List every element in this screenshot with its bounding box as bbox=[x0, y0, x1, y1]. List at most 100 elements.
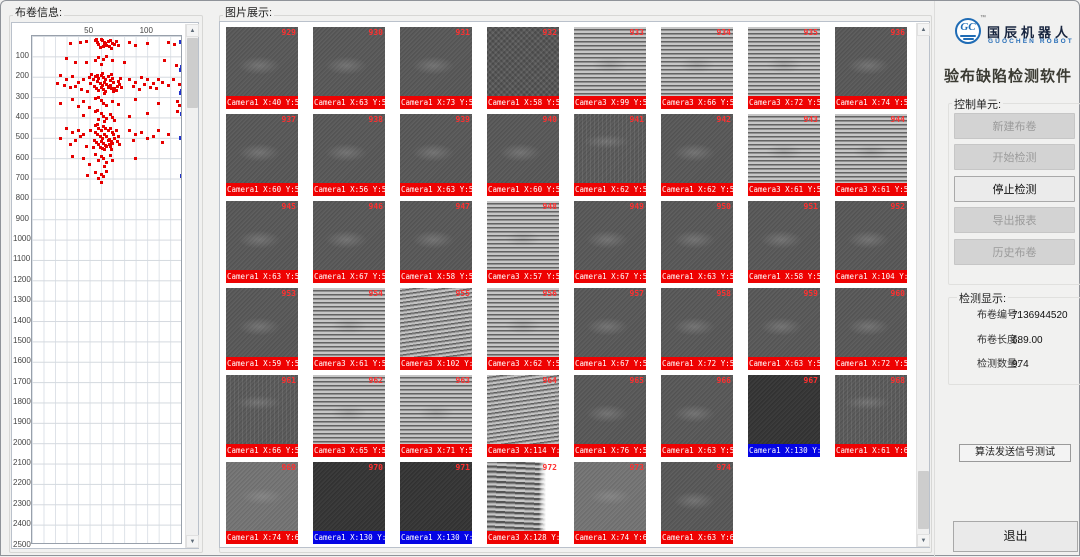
defect-item[interactable]: 973 Camera1 X:74 Y:684 bbox=[574, 462, 646, 544]
defect-item[interactable]: 939 Camera1 X:63 Y:541 bbox=[400, 114, 472, 196]
defect-item[interactable]: 931 Camera1 X:73 Y:536 bbox=[400, 27, 472, 109]
defect-point bbox=[92, 138, 96, 142]
defect-item[interactable]: 944 Camera3 X:61 Y:541 bbox=[835, 114, 907, 196]
chart-scrollbar-thumb[interactable] bbox=[187, 38, 198, 108]
defect-item[interactable]: 947 Camera1 X:58 Y:545 bbox=[400, 201, 472, 283]
gallery-scrollbar[interactable]: ▲ ▼ bbox=[916, 23, 930, 547]
defect-item[interactable]: 965 Camera1 X:76 Y:573 bbox=[574, 375, 646, 457]
roll-length-value: 689.00 bbox=[1012, 335, 1043, 346]
defect-item[interactable]: 932 Camera1 X:58 Y:536 bbox=[487, 27, 559, 109]
defect-item[interactable]: 969 Camera1 X:74 Y:650 bbox=[226, 462, 298, 544]
defect-item[interactable]: 945 Camera1 X:63 Y:545 bbox=[226, 201, 298, 283]
gallery-scrollbar-thumb[interactable] bbox=[918, 471, 929, 529]
defect-point bbox=[101, 141, 105, 145]
defect-sequence-number: 935 bbox=[803, 28, 818, 37]
defect-item[interactable]: 943 Camera3 X:61 Y:542 bbox=[748, 114, 820, 196]
defect-point bbox=[122, 60, 126, 64]
defect-point bbox=[74, 138, 78, 142]
defect-item[interactable]: 946 Camera1 X:67 Y:545 bbox=[313, 201, 385, 283]
defect-point bbox=[105, 135, 109, 139]
defect-item[interactable]: 963 Camera3 X:71 Y:548 bbox=[400, 375, 472, 457]
defect-point bbox=[97, 89, 101, 93]
algorithm-signal-test-button[interactable]: 算法发送信号测试 bbox=[959, 444, 1071, 462]
defect-point bbox=[179, 174, 181, 179]
defect-item[interactable]: 971 Camera1 X:130 Y:677 bbox=[400, 462, 472, 544]
defect-item[interactable]: 974 Camera1 X:63 Y:687 bbox=[661, 462, 733, 544]
defect-item[interactable]: 962 Camera3 X:65 Y:548 bbox=[313, 375, 385, 457]
defect-item[interactable]: 972 Camera3 X:128 Y:675 bbox=[487, 462, 559, 544]
defect-point bbox=[105, 43, 109, 47]
defect-point bbox=[84, 60, 88, 64]
defect-item[interactable]: 949 Camera1 X:67 Y:546 bbox=[574, 201, 646, 283]
defect-item[interactable]: 970 Camera1 X:130 Y:671 bbox=[313, 462, 385, 544]
defect-point bbox=[97, 77, 101, 81]
defect-item[interactable]: 942 Camera1 X:62 Y:541 bbox=[661, 114, 733, 196]
detect-count-row: 检测数量: 974 bbox=[949, 358, 1077, 372]
defect-point bbox=[96, 123, 100, 127]
defect-item[interactable]: 934 Camera3 X:66 Y:536 bbox=[661, 27, 733, 109]
scroll-up-icon[interactable]: ▲ bbox=[917, 23, 930, 36]
defect-item[interactable]: 938 Camera1 X:56 Y:539 bbox=[313, 114, 385, 196]
defect-item[interactable]: 954 Camera3 X:61 Y:546 bbox=[313, 288, 385, 370]
detect-info-group-label: 检测显示: bbox=[957, 290, 1009, 306]
defect-point bbox=[118, 83, 122, 87]
defect-label: Camera1 X:130 Y:677 bbox=[400, 531, 472, 544]
defect-point bbox=[105, 54, 109, 58]
defect-point bbox=[113, 136, 117, 140]
defect-item[interactable]: 961 Camera1 X:66 Y:549 bbox=[226, 375, 298, 457]
exit-button[interactable]: 退出 bbox=[953, 521, 1078, 552]
stop-detect-button[interactable]: 停止检测 bbox=[954, 176, 1075, 202]
defect-item[interactable]: 951 Camera1 X:58 Y:546 bbox=[748, 201, 820, 283]
defect-thumbnail: 969 bbox=[226, 462, 298, 531]
history-roll-button[interactable]: 历史布卷 bbox=[954, 239, 1075, 265]
y-tick-label: 700 bbox=[15, 173, 29, 183]
defect-point bbox=[100, 136, 104, 140]
defect-item[interactable]: 959 Camera1 X:63 Y:549 bbox=[748, 288, 820, 370]
defect-item[interactable]: 966 Camera1 X:63 Y:574 bbox=[661, 375, 733, 457]
defect-item[interactable]: 960 Camera1 X:72 Y:549 bbox=[835, 288, 907, 370]
defect-item[interactable]: 929 Camera1 X:40 Y:536 bbox=[226, 27, 298, 109]
defect-item[interactable]: 937 Camera1 X:60 Y:538 bbox=[226, 114, 298, 196]
defect-item[interactable]: 964 Camera3 X:114 Y:549 bbox=[487, 375, 559, 457]
defect-sequence-number: 954 bbox=[368, 289, 383, 298]
defect-item[interactable]: 950 Camera1 X:63 Y:546 bbox=[661, 201, 733, 283]
defect-item[interactable]: 957 Camera1 X:67 Y:548 bbox=[574, 288, 646, 370]
defect-sequence-number: 969 bbox=[281, 463, 296, 472]
scroll-up-icon[interactable]: ▲ bbox=[186, 24, 199, 37]
defect-item[interactable]: 967 Camera1 X:130 Y:608 bbox=[748, 375, 820, 457]
new-roll-button[interactable]: 新建布卷 bbox=[954, 113, 1075, 139]
defect-sequence-number: 936 bbox=[890, 28, 905, 37]
defect-item[interactable]: 933 Camera3 X:99 Y:535 bbox=[574, 27, 646, 109]
defect-point bbox=[99, 98, 103, 102]
defect-item[interactable]: 940 Camera1 X:60 Y:541 bbox=[487, 114, 559, 196]
defect-item[interactable]: 948 Camera3 X:57 Y:545 bbox=[487, 201, 559, 283]
x-tick-label: 50 bbox=[84, 26, 94, 35]
defect-point bbox=[82, 132, 86, 136]
export-report-button[interactable]: 导出报表 bbox=[954, 207, 1075, 233]
defect-thumbnail: 970 bbox=[313, 462, 385, 531]
defect-item[interactable]: 955 Camera3 X:102 Y:546 bbox=[400, 288, 472, 370]
y-tick-label: 1100 bbox=[13, 254, 31, 264]
defect-item[interactable]: 956 Camera3 X:62 Y:546 bbox=[487, 288, 559, 370]
start-detect-button[interactable]: 开始检测 bbox=[954, 144, 1075, 170]
defect-sequence-number: 967 bbox=[803, 376, 818, 385]
defect-item[interactable]: 935 Camera3 X:72 Y:535 bbox=[748, 27, 820, 109]
chart-scrollbar[interactable]: ▲ ▼ bbox=[185, 24, 199, 548]
defect-item[interactable]: 953 Camera1 X:59 Y:547 bbox=[226, 288, 298, 370]
defect-thumbnail: 948 bbox=[487, 201, 559, 270]
defect-item[interactable]: 952 Camera1 X:104 Y:546 bbox=[835, 201, 907, 283]
defect-point bbox=[103, 91, 107, 95]
scroll-down-icon[interactable]: ▼ bbox=[917, 534, 930, 547]
defect-item[interactable]: 958 Camera1 X:72 Y:549 bbox=[661, 288, 733, 370]
defect-item[interactable]: 968 Camera1 X:61 Y:645 bbox=[835, 375, 907, 457]
defect-point bbox=[145, 42, 149, 46]
scroll-down-icon[interactable]: ▼ bbox=[186, 535, 199, 548]
defect-item[interactable]: 930 Camera1 X:63 Y:536 bbox=[313, 27, 385, 109]
defect-point bbox=[103, 81, 107, 85]
y-tick-label: 1700 bbox=[13, 376, 31, 386]
defect-point bbox=[115, 139, 119, 143]
defect-item[interactable]: 936 Camera1 X:74 Y:536 bbox=[835, 27, 907, 109]
defect-thumbnail: 968 bbox=[835, 375, 907, 444]
defect-item[interactable]: 941 Camera1 X:62 Y:541 bbox=[574, 114, 646, 196]
defect-label: Camera1 X:72 Y:549 bbox=[661, 357, 733, 370]
